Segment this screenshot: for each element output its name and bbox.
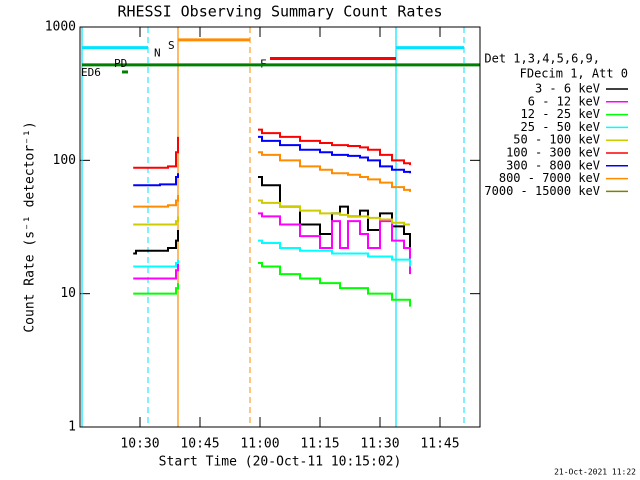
series-line — [133, 262, 179, 280]
x-tick-label: 11:00 — [240, 437, 279, 452]
state-label: N — [154, 47, 161, 60]
x-tick-label: 11:45 — [420, 437, 459, 452]
series-line — [258, 212, 411, 275]
state-label: PD — [114, 57, 127, 70]
series-line — [258, 239, 411, 267]
state-label: S — [168, 39, 175, 52]
series-line — [133, 259, 179, 268]
y-tick-label: 1 — [68, 420, 76, 435]
legend-label: 6 - 12 keV — [528, 94, 600, 108]
plot-frame — [79, 26, 481, 428]
state-label: ED6 — [81, 66, 101, 79]
legend-label: 800 - 7000 keV — [499, 171, 600, 185]
legend-label: 50 - 100 keV — [513, 133, 600, 147]
legend-label: 7000 - 15000 keV — [484, 184, 600, 198]
footer: 21-Oct-2021 11:22 — [554, 468, 636, 477]
series-line — [133, 216, 179, 226]
legend-label: 300 - 800 keV — [506, 158, 600, 172]
series-line — [258, 128, 411, 166]
x-tick-label: 11:15 — [300, 437, 339, 452]
x-axis-label: Start Time (20-Oct-11 10:15:02) — [159, 455, 402, 470]
series-line — [258, 151, 411, 192]
chart-title: RHESSI Observing Summary Count Rates — [117, 3, 442, 21]
legend-header: FDecim 1, Att 0 — [520, 67, 628, 81]
legend-header: Det 1,3,4,5,6,9, — [484, 52, 600, 66]
series-line — [258, 199, 410, 226]
series-line — [133, 230, 179, 255]
x-tick-label: 10:30 — [120, 437, 159, 452]
series-line — [133, 173, 179, 187]
series-line — [258, 135, 411, 174]
y-tick-label: 10 — [60, 286, 76, 301]
series-line — [133, 194, 179, 208]
legend-label: 12 - 25 keV — [521, 107, 600, 121]
y-axis-label: Count Rate (s⁻¹ detector⁻¹) — [23, 121, 38, 332]
legend-label: 3 - 6 keV — [535, 82, 600, 96]
series-line — [133, 283, 179, 295]
legend-label: 100 - 300 keV — [506, 146, 600, 160]
x-tick-label: 10:45 — [180, 437, 219, 452]
legend-label: 25 - 50 keV — [521, 120, 600, 134]
x-tick-label: 11:30 — [360, 437, 399, 452]
series-line — [258, 261, 411, 307]
series-line — [133, 136, 179, 169]
y-tick-label: 1000 — [45, 20, 76, 35]
y-tick-label: 100 — [53, 153, 76, 168]
